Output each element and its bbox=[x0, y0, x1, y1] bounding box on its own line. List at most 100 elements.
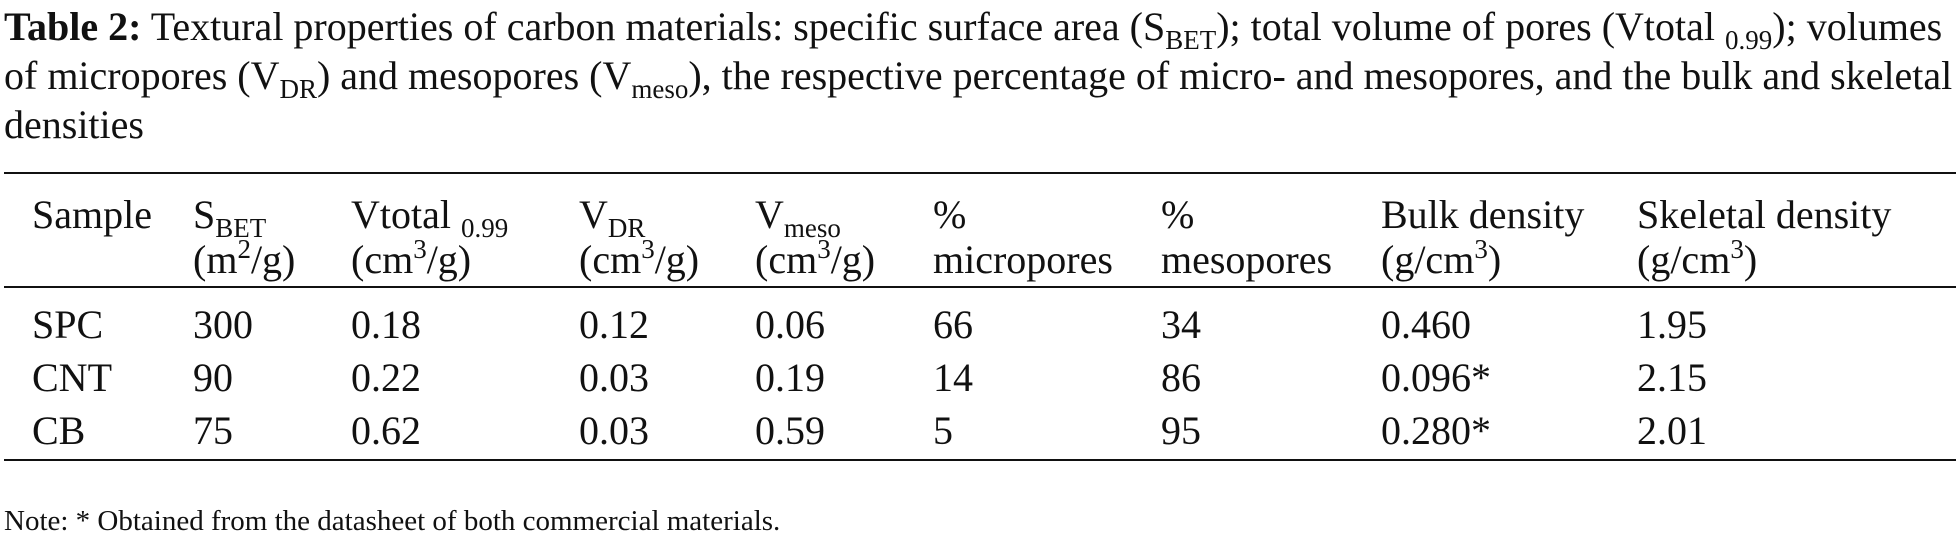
header-vdr: VDR (cm3/g) bbox=[551, 173, 727, 287]
header-vtotal-unit-b: /g) bbox=[426, 237, 472, 282]
header-vdr-unit-b: /g) bbox=[654, 237, 700, 282]
header-vdr-title: VDR bbox=[579, 192, 723, 242]
cell-sample: SPC bbox=[32, 302, 104, 347]
cell-vmeso: 0.06 bbox=[755, 302, 825, 347]
table-note: Note: * Obtained from the datasheet of b… bbox=[4, 505, 781, 537]
header-mesopores-label: mesopores bbox=[1161, 237, 1333, 282]
header-sbet-unit: (m2/g) bbox=[193, 234, 319, 283]
cell-vtotal: 0.18 bbox=[351, 302, 421, 347]
caption-sub-dr: DR bbox=[279, 74, 317, 104]
header-bulk-unit-a: (g/cm bbox=[1381, 237, 1475, 282]
header-skeletal-density-unit: (g/cm3) bbox=[1637, 234, 1952, 283]
textural-properties-table: Sample SBET (m2/g) Vtotal 0.99 (cm3/g) V… bbox=[4, 172, 1956, 461]
header-bulk-density-unit: (g/cm3) bbox=[1381, 234, 1605, 283]
header-sbet-unit-a: (m bbox=[193, 237, 238, 282]
header-vtotal-sub: 0.99 bbox=[460, 213, 509, 243]
header-vdr-unit-sup: 3 bbox=[641, 234, 655, 264]
caption-sub-bet: BET bbox=[1165, 25, 1217, 55]
cell-vmeso: 0.19 bbox=[755, 355, 825, 400]
cell-vdr: 0.03 bbox=[579, 408, 649, 453]
header-micropores-pct: % bbox=[933, 192, 967, 237]
header-vtotal-title: Vtotal 0.99 bbox=[351, 192, 547, 242]
cell-mesopores: 34 bbox=[1161, 302, 1201, 347]
cell-skeletal-density: 1.95 bbox=[1637, 302, 1707, 347]
caption-label: Table 2: bbox=[4, 4, 142, 49]
header-vmeso-main: V bbox=[755, 192, 784, 237]
header-vdr-unit: (cm3/g) bbox=[579, 234, 723, 283]
header-skel-unit-sup: 3 bbox=[1730, 234, 1744, 264]
cell-skeletal-density: 2.15 bbox=[1637, 355, 1707, 400]
header-sbet-sub: BET bbox=[215, 213, 267, 243]
header-skel-unit-a: (g/cm bbox=[1637, 237, 1731, 282]
cell-skeletal-density: 2.01 bbox=[1637, 408, 1707, 453]
table-row: SPC 300 0.18 0.12 0.06 66 34 0.460 1.95 bbox=[4, 287, 1956, 351]
cell-bulk-density: 0.280* bbox=[1381, 408, 1491, 453]
cell-vtotal: 0.22 bbox=[351, 355, 421, 400]
header-vtotal-main: Vtotal bbox=[351, 192, 461, 237]
header-skeletal-density: Skeletal density (g/cm3) bbox=[1609, 173, 1956, 287]
header-micropores-label: micropores bbox=[933, 237, 1113, 282]
header-micropores: % micropores bbox=[905, 173, 1133, 287]
caption-sub-meso: meso bbox=[631, 74, 689, 104]
header-mesopores: % mesopores bbox=[1133, 173, 1353, 287]
header-sbet: SBET (m2/g) bbox=[165, 173, 323, 287]
cell-micropores: 66 bbox=[933, 302, 973, 347]
cell-sbet: 300 bbox=[193, 302, 253, 347]
cell-vdr: 0.12 bbox=[579, 302, 649, 347]
table-body: SPC 300 0.18 0.12 0.06 66 34 0.460 1.95 … bbox=[4, 287, 1956, 460]
header-skeletal-density-label: Skeletal density bbox=[1637, 192, 1892, 237]
cell-vmeso: 0.59 bbox=[755, 408, 825, 453]
table-header: Sample SBET (m2/g) Vtotal 0.99 (cm3/g) V… bbox=[4, 173, 1956, 287]
table-row: CNT 90 0.22 0.03 0.19 14 86 0.096* 2.15 bbox=[4, 351, 1956, 404]
header-sbet-unit-sup: 2 bbox=[237, 234, 251, 264]
table-row: CB 75 0.62 0.03 0.59 5 95 0.280* 2.01 bbox=[4, 404, 1956, 460]
caption-text-3: ); volumes of micropores (V bbox=[4, 4, 1943, 98]
table-container: Sample SBET (m2/g) Vtotal 0.99 (cm3/g) V… bbox=[4, 172, 1956, 461]
cell-micropores: 14 bbox=[933, 355, 973, 400]
header-vmeso-unit-b: /g) bbox=[830, 237, 876, 282]
header-vmeso-title: Vmeso bbox=[755, 192, 901, 242]
header-sample: Sample bbox=[4, 173, 165, 287]
header-bulk-density: Bulk density (g/cm3) bbox=[1353, 173, 1609, 287]
caption-text-2: ); total volume of pores (Vtotal bbox=[1216, 4, 1726, 49]
caption-text-5: ), the respective percentage of micro- a… bbox=[4, 53, 1953, 147]
header-vtotal-unit-a: (cm bbox=[351, 237, 414, 282]
cell-sbet: 75 bbox=[193, 408, 233, 453]
cell-bulk-density: 0.096* bbox=[1381, 355, 1491, 400]
cell-vtotal: 0.62 bbox=[351, 408, 421, 453]
header-vdr-sub: DR bbox=[607, 213, 646, 243]
header-bulk-unit-sup: 3 bbox=[1474, 234, 1488, 264]
header-vmeso: Vmeso (cm3/g) bbox=[727, 173, 905, 287]
cell-sbet: 90 bbox=[193, 355, 233, 400]
header-sbet-title: SBET bbox=[193, 192, 319, 242]
header-sbet-unit-b: /g) bbox=[250, 237, 296, 282]
header-vmeso-unit: (cm3/g) bbox=[755, 234, 901, 283]
header-vtotal-unit-sup: 3 bbox=[413, 234, 427, 264]
header-vtotal-unit: (cm3/g) bbox=[351, 234, 547, 283]
header-bulk-density-label: Bulk density bbox=[1381, 192, 1585, 237]
header-bulk-unit-b: ) bbox=[1487, 237, 1502, 282]
table-caption: Table 2: Textural properties of carbon m… bbox=[4, 2, 1954, 149]
cell-mesopores: 86 bbox=[1161, 355, 1201, 400]
header-sbet-main: S bbox=[193, 192, 216, 237]
header-vdr-unit-a: (cm bbox=[579, 237, 642, 282]
header-sample-label: Sample bbox=[32, 192, 152, 237]
header-vdr-main: V bbox=[579, 192, 608, 237]
header-row: Sample SBET (m2/g) Vtotal 0.99 (cm3/g) V… bbox=[4, 173, 1956, 287]
header-vmeso-sub: meso bbox=[783, 213, 841, 243]
cell-bulk-density: 0.460 bbox=[1381, 302, 1471, 347]
cell-micropores: 5 bbox=[933, 408, 953, 453]
caption-sub-099: 0.99 bbox=[1725, 25, 1773, 55]
header-vmeso-unit-sup: 3 bbox=[817, 234, 831, 264]
header-vmeso-unit-a: (cm bbox=[755, 237, 818, 282]
cell-sample: CNT bbox=[32, 355, 112, 400]
header-mesopores-pct: % bbox=[1161, 192, 1195, 237]
header-vtotal: Vtotal 0.99 (cm3/g) bbox=[323, 173, 551, 287]
caption-text-4: ) and mesopores (V bbox=[316, 53, 632, 98]
cell-vdr: 0.03 bbox=[579, 355, 649, 400]
header-skel-unit-b: ) bbox=[1743, 237, 1758, 282]
cell-mesopores: 95 bbox=[1161, 408, 1201, 453]
cell-sample: CB bbox=[32, 408, 86, 453]
caption-text-1: Textural properties of carbon materials:… bbox=[141, 4, 1166, 49]
